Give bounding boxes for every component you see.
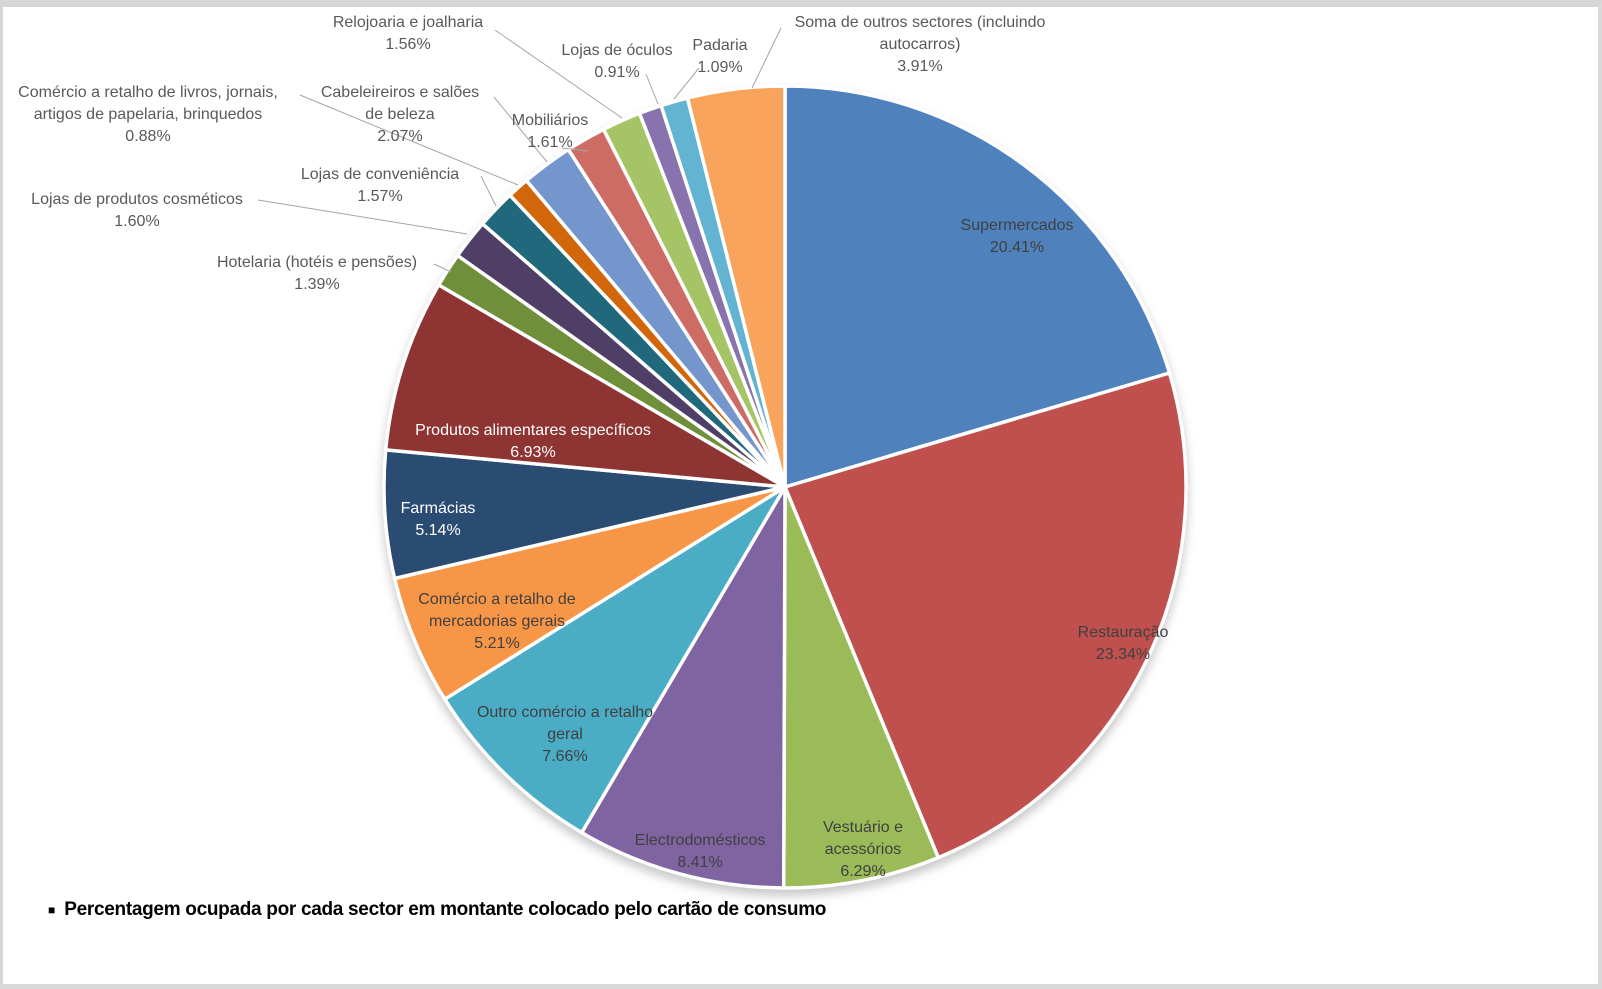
leader-line-mobiliarios [561,147,589,152]
leader-line-relojoaria-e-joalharia [494,29,623,119]
leader-line-cabeleireiros-saloes-beleza [493,96,548,163]
pie-slice-vestuario-e-acessorios [781,485,941,890]
leader-line-hotelaria [433,263,452,273]
pie-slice-supermercados [783,84,1172,489]
leader-line-lojas-de-conveniencia [480,175,497,207]
pie-slice-outro-comercio-a-retalho-geral [443,485,787,835]
leader-line-lojas-de-oculos [645,73,659,105]
leader-line-lojas-produtos-cosmeticos [257,199,468,235]
pie-slice-produtos-alimentares-especificos [383,283,787,489]
legend-series-label: Percentagem ocupada por cada sector em m… [64,899,827,920]
chart-legend: ■ Percentagem ocupada por cada sector em… [48,898,826,922]
leader-line-padaria [673,67,700,100]
leader-line-soma-outros-sectores [751,27,782,89]
legend-marker-icon: ■ [48,903,56,917]
leader-line-comercio-livros-jornais-papelaria-brinquedos [299,94,519,186]
pie-slice-restauracao [783,371,1188,860]
pie-slice-electrodomesticos [579,485,787,890]
pie-slice-soma-outros-sectores [685,84,787,489]
